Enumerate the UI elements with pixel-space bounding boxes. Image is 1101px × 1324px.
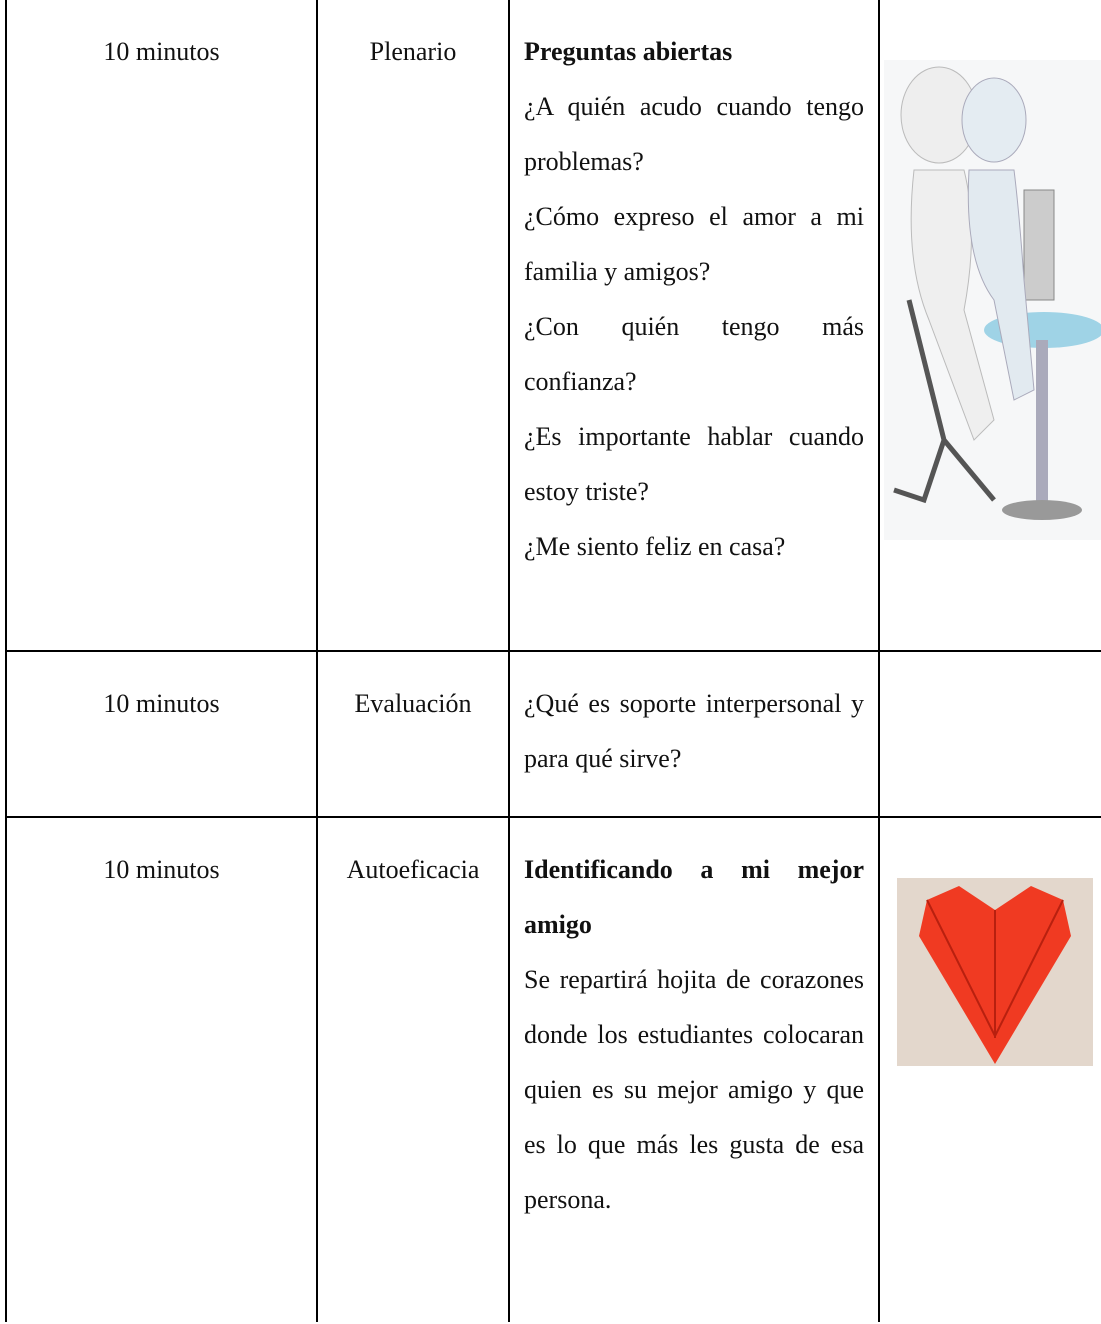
illustration-figures	[884, 60, 1101, 540]
activity: ¿Qué es soporte interpersonal y para qué…	[508, 650, 880, 818]
activity-text: Se repartirá hojita de corazones donde l…	[524, 965, 864, 1214]
stage: Autoeficacia	[316, 816, 510, 1322]
activity-heading: Identificando a mi mejor amigo	[524, 855, 864, 939]
image-cell	[878, 650, 1101, 818]
table-row: 10 minutos Evaluación ¿Qué es soporte in…	[5, 650, 1101, 818]
table-row: 10 minutos Plenario Preguntas abiertas ¿A…	[5, 0, 1101, 652]
activity: Identificando a mi mejor amigo Se reparti…	[508, 816, 880, 1322]
duration: 10 minutos	[5, 650, 318, 818]
activity-heading: Preguntas abiertas	[524, 37, 733, 66]
image-cell	[878, 816, 1101, 1322]
activity-text: ¿Con quién tengo más confianza?	[524, 312, 864, 396]
stage: Evaluación	[316, 650, 510, 818]
activity-table: 10 minutos Plenario Preguntas abiertas ¿A…	[5, 0, 1101, 1322]
activity-text: ¿Qué es soporte interpersonal y para qué…	[524, 689, 864, 773]
activity-text: ¿Cómo expreso el amor a mi familia y ami…	[524, 202, 864, 286]
table-row: 10 minutos Autoeficacia Identificando a …	[5, 816, 1101, 1322]
duration: 10 minutos	[5, 816, 318, 1322]
activity-text: ¿A quién acudo cuando tengo problemas?	[524, 92, 864, 176]
illustration-heart	[897, 878, 1093, 1066]
activity-text: ¿Me siento feliz en casa?	[524, 532, 786, 561]
image-cell	[878, 0, 1101, 652]
activity-text: ¿Es importante hablar cuando estoy trist…	[524, 422, 864, 506]
stage: Plenario	[316, 0, 510, 652]
activity: Preguntas abiertas ¿A quién acudo cuando …	[508, 0, 880, 652]
duration: 10 minutos	[5, 0, 318, 652]
